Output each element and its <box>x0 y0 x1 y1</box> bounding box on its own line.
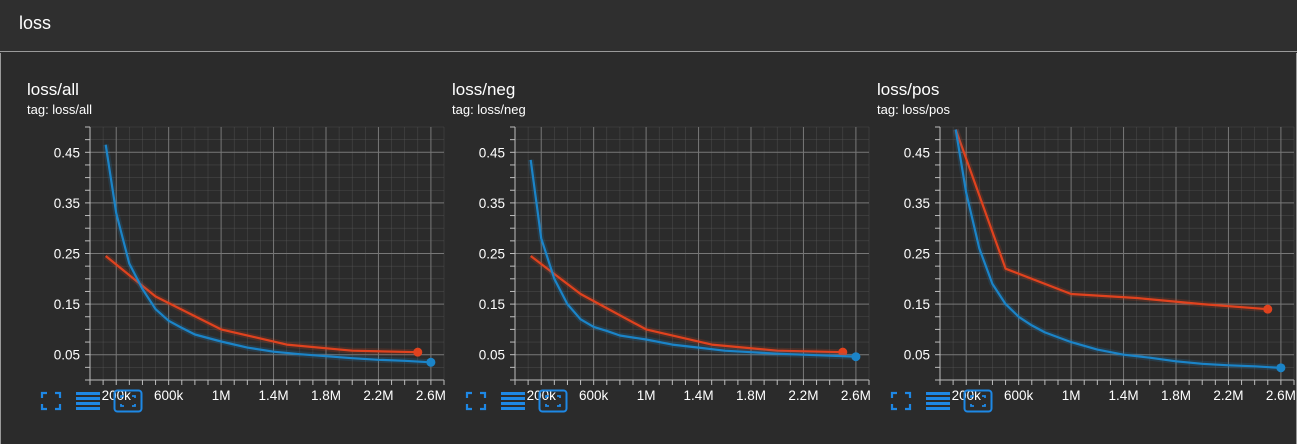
fit-domain-button[interactable] <box>538 389 568 413</box>
series-end-point <box>1263 304 1273 314</box>
fullscreen-button[interactable] <box>38 389 64 413</box>
x-tick-label: 1.4M <box>684 388 714 403</box>
toggle-log-scale-button[interactable] <box>500 389 526 413</box>
section-title: loss <box>19 13 52 33</box>
fullscreen-icon <box>890 391 912 411</box>
series-line <box>530 255 843 354</box>
fit-domain-icon <box>113 389 143 413</box>
line-chart-loss-pos[interactable]: 200k 600k 1M 1.4M 1.8M 2.2M 2.6M 0.45 0.35 0.25 0.… <box>877 123 1297 438</box>
x-tick-label: 1.8M <box>736 388 766 403</box>
series-line-shadow <box>952 129 1282 371</box>
series-line-shadow <box>952 128 1269 313</box>
x-tick-label: 200k <box>952 388 982 403</box>
fit-domain-button[interactable] <box>113 389 143 413</box>
fullscreen-button[interactable] <box>888 389 914 413</box>
section-header[interactable]: loss <box>0 0 1297 52</box>
x-tick-label: 1M <box>212 388 231 403</box>
chart-card-loss-all: loss/all tag: loss/all 200k 600k 1M 1.4M 1.8… <box>27 53 447 444</box>
series-line-shadow <box>527 159 857 360</box>
toggle-log-scale-button[interactable] <box>925 389 951 413</box>
fullscreen-icon <box>40 391 62 411</box>
y-tick-label: 0.05 <box>904 348 930 363</box>
x-tick-label: 1.8M <box>311 388 341 403</box>
y-tick-label: 0.15 <box>54 297 80 312</box>
series-end-point <box>838 347 848 357</box>
chart-card-loss-neg: loss/neg tag: loss/neg 200k 600k 1M 1.4M 1.8… <box>452 53 872 444</box>
x-tick-label: 2.6M <box>841 388 871 403</box>
y-tick-label: 0.15 <box>904 297 930 312</box>
x-tick-label: 600k <box>154 388 184 403</box>
chart-tag: tag: loss/neg <box>452 102 526 117</box>
chart-title: loss/pos <box>877 80 940 99</box>
y-tick-label: 0.45 <box>904 145 930 160</box>
x-tick-label: 2.2M <box>363 388 393 403</box>
chart-card-loss-pos: loss/pos tag: loss/pos 200k 600k 1M 1.4M 1.8… <box>877 53 1297 444</box>
y-tick-label: 0.25 <box>904 247 930 262</box>
series-end-point <box>1276 363 1286 373</box>
y-tick-label: 0.45 <box>54 145 80 160</box>
toggle-log-scale-icon <box>76 392 100 410</box>
series-line <box>954 129 1268 311</box>
fit-domain-icon <box>963 389 993 413</box>
series-line <box>954 129 1281 369</box>
fullscreen-icon <box>465 391 487 411</box>
x-tick-label: 600k <box>579 388 609 403</box>
y-tick-label: 0.25 <box>54 247 80 262</box>
x-tick-label: 2.2M <box>788 388 818 403</box>
series-end-point <box>413 347 423 357</box>
series-end-point <box>426 357 436 367</box>
chart-tag: tag: loss/all <box>27 102 93 117</box>
x-tick-label: 2.6M <box>1266 388 1296 403</box>
chart-title: loss/all <box>27 80 79 99</box>
x-tick-label: 1.4M <box>1109 388 1139 403</box>
y-tick-label: 0.35 <box>479 196 505 211</box>
toggle-log-scale-icon <box>926 392 950 410</box>
fit-domain-icon <box>538 389 568 413</box>
y-tick-label: 0.35 <box>54 196 80 211</box>
y-tick-label: 0.05 <box>479 348 505 363</box>
y-tick-label: 0.15 <box>479 297 505 312</box>
series-line <box>104 144 431 364</box>
x-tick-label: 200k <box>527 388 557 403</box>
chart-title: loss/neg <box>452 80 516 99</box>
toggle-log-scale-icon <box>501 392 525 410</box>
fullscreen-button[interactable] <box>463 389 489 413</box>
x-tick-label: 600k <box>1004 388 1034 403</box>
series-end-point <box>851 352 861 362</box>
chart-tag: tag: loss/pos <box>877 102 950 117</box>
series-line <box>105 255 418 354</box>
chart-panel-area: loss/all tag: loss/all 200k 600k 1M 1.4M 1.8… <box>0 53 1297 444</box>
x-tick-label: 1.4M <box>259 388 289 403</box>
x-tick-label: 200k <box>102 388 132 403</box>
y-tick-label: 0.35 <box>904 196 930 211</box>
fit-domain-button[interactable] <box>963 389 993 413</box>
x-tick-label: 1.8M <box>1161 388 1191 403</box>
x-tick-label: 1M <box>637 388 656 403</box>
x-tick-label: 2.2M <box>1213 388 1243 403</box>
y-tick-label: 0.05 <box>54 348 80 363</box>
series-line <box>529 159 856 358</box>
x-tick-label: 2.6M <box>416 388 446 403</box>
line-chart-loss-all[interactable]: 200k 600k 1M 1.4M 1.8M 2.2M 2.6M 0.45 0.35 0.25 0.… <box>27 123 447 438</box>
line-chart-loss-neg[interactable]: 200k 600k 1M 1.4M 1.8M 2.2M 2.6M 0.45 0.35 0.25 0.… <box>452 123 872 438</box>
toggle-log-scale-button[interactable] <box>75 389 101 413</box>
y-tick-label: 0.45 <box>479 145 505 160</box>
y-tick-label: 0.25 <box>479 247 505 262</box>
x-tick-label: 1M <box>1062 388 1081 403</box>
